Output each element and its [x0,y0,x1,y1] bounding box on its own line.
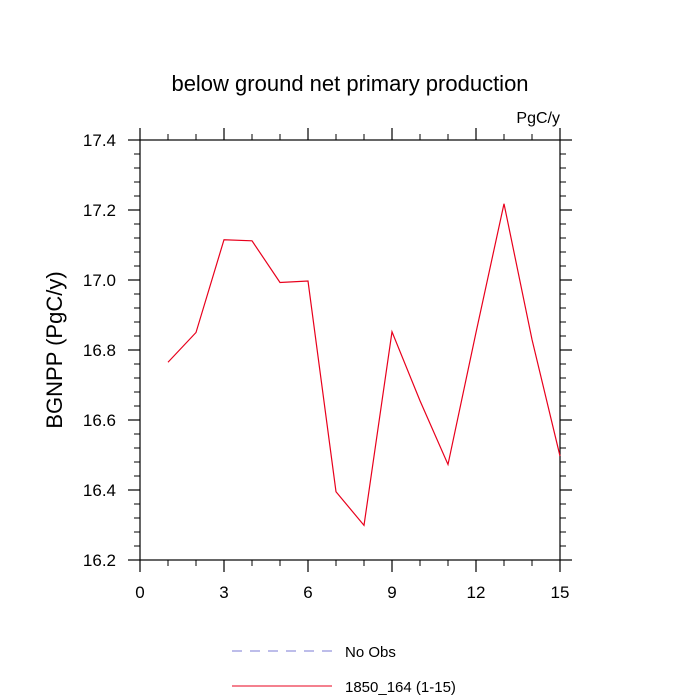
series-line-0 [167,203,561,527]
x-tick-label: 6 [303,583,312,602]
chart-title: below ground net primary production [171,71,528,96]
units-label: PgC/y [516,110,560,127]
y-tick-label: 16.8 [83,341,116,360]
y-tick-label: 17.2 [83,201,116,220]
y-tick-label: 16.4 [83,481,116,500]
y-tick-label: 17.0 [83,271,116,290]
x-tick-label: 9 [387,583,396,602]
series-layer [167,203,561,527]
legend-label-1850-164: 1850_164 (1-15) [345,679,456,696]
legend: No Obs 1850_164 (1-15) [232,644,456,696]
y-tick-label: 16.6 [83,411,116,430]
y-tick-label: 17.4 [83,131,116,150]
y-axis-label: BGNPP (PgC/y) [42,271,67,428]
x-tick-label: 12 [467,583,486,602]
plot-frame [139,139,561,561]
y-tick-label: 16.2 [83,551,116,570]
axis-ticks [128,128,572,572]
x-tick-label: 15 [551,583,570,602]
x-tick-label: 0 [135,583,144,602]
x-tick-label: 3 [219,583,228,602]
legend-label-no-obs: No Obs [345,644,396,661]
axis-tick-labels: 0 3 6 9 12 15 16.2 16.4 16.6 16.8 17.0 17.2 17.4 [83,131,570,602]
